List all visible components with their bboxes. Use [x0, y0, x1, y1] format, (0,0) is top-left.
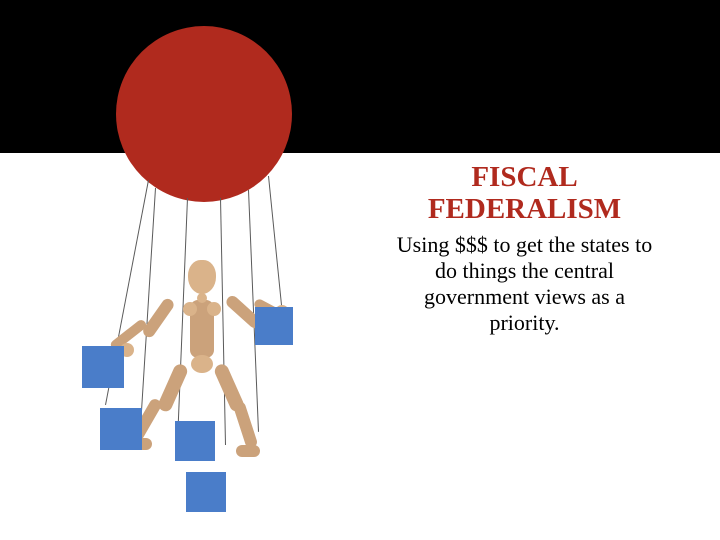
title-line-2: FEDERALISM [428, 193, 621, 225]
puppet-string [140, 188, 156, 427]
blue-square [175, 421, 215, 461]
puppet-string [177, 198, 188, 442]
text-block: FISCAL FEDERALISM Using $$$ to get the s… [392, 162, 657, 336]
neck [197, 293, 207, 303]
left-shoulder [183, 302, 197, 316]
pelvis [191, 355, 213, 373]
slide-stage: FISCAL FEDERALISM Using $$$ to get the s… [0, 0, 720, 540]
slide-title: FISCAL FEDERALISM [392, 162, 657, 226]
head [188, 260, 216, 294]
slide-body-text: Using $$$ to get the states to do things… [392, 232, 657, 336]
puppet-string [220, 198, 226, 445]
right-shoulder [207, 302, 221, 316]
top-black-bar [0, 0, 720, 153]
red-circle [116, 26, 292, 202]
blue-square [255, 307, 293, 345]
puppet-string [268, 176, 283, 315]
right-shin [232, 400, 258, 449]
title-line-1: FISCAL [471, 161, 577, 193]
right-foot [236, 445, 260, 457]
blue-square [82, 346, 124, 388]
blue-square [186, 472, 226, 512]
blue-square [100, 408, 142, 450]
